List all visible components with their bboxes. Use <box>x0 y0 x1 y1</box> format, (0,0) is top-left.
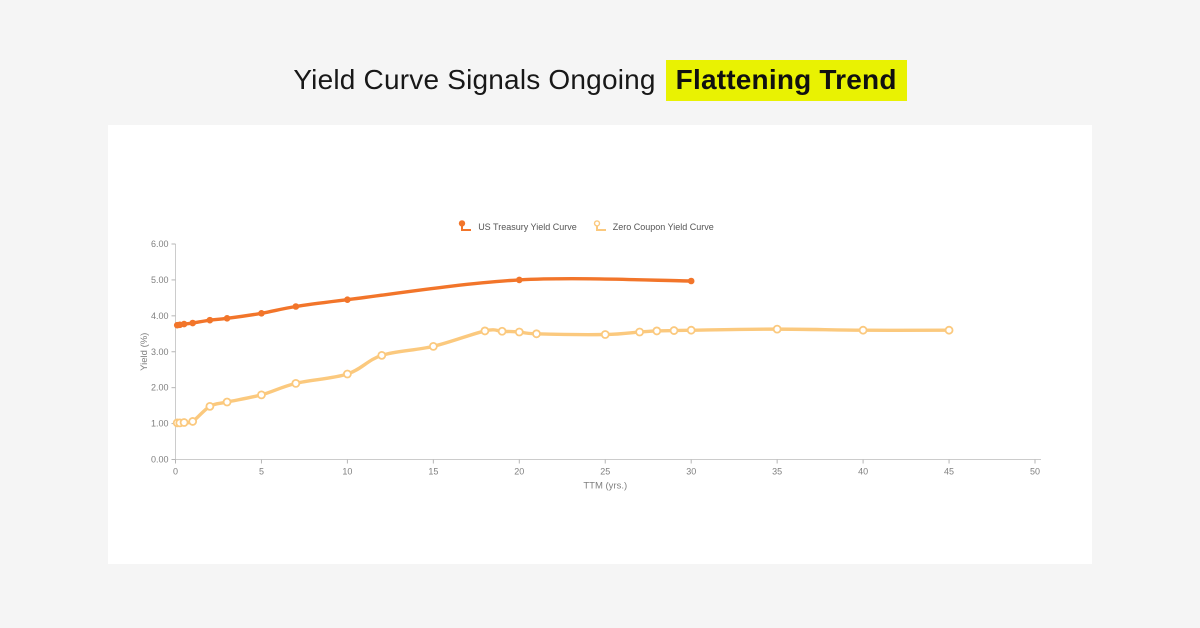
data-point-marker <box>188 417 198 426</box>
data-point-marker <box>344 296 351 303</box>
x-tick-label: 45 <box>944 467 954 477</box>
x-tick-label: 30 <box>686 467 696 477</box>
x-tick-label: 5 <box>259 467 264 477</box>
data-point-marker <box>480 326 490 336</box>
axes: 0.00 1.00 2.00 3.00 4.00 5.00 6.00 0 5 10 15 20 25 30… <box>139 239 1041 492</box>
data-point-marker <box>258 310 265 317</box>
page-title: Yield Curve Signals Ongoing Flattening T… <box>0 58 1200 102</box>
x-tick-label: 40 <box>858 467 868 477</box>
data-point-marker <box>686 325 696 335</box>
data-point-marker <box>257 390 266 400</box>
data-point-marker <box>292 303 300 310</box>
data-point-marker <box>600 330 610 339</box>
data-point-marker <box>687 277 695 285</box>
series-us-treasury-yield-curve <box>173 276 695 329</box>
page-title-text: Yield Curve Signals Ongoing <box>293 64 664 95</box>
series-zero-coupon-yield-curve <box>172 324 954 428</box>
y-tick-label: 5.00 <box>151 275 169 285</box>
legend-item-zero-coupon[interactable]: Zero Coupon Yield Curve <box>593 220 714 233</box>
line-marker-icon <box>593 220 606 231</box>
x-tick-label: 10 <box>342 467 352 477</box>
x-tick-label: 25 <box>600 467 610 477</box>
series-line <box>175 277 693 327</box>
line-marker-icon <box>458 220 472 231</box>
legend-label: Zero Coupon Yield Curve <box>612 221 714 232</box>
data-point-marker <box>342 369 352 379</box>
y-tick-label: 6.00 <box>151 239 169 249</box>
data-point-marker <box>516 276 523 284</box>
data-point-marker <box>291 378 301 388</box>
data-point-marker <box>179 418 189 427</box>
data-point-marker <box>428 341 438 351</box>
y-axis-label: Yield (%) <box>139 333 150 371</box>
data-point-marker <box>944 325 954 335</box>
data-point-marker <box>772 324 782 334</box>
y-tick-label: 0.00 <box>151 455 169 465</box>
data-point-marker <box>205 401 215 411</box>
x-tick-label: 50 <box>1030 467 1040 477</box>
data-point-marker <box>497 326 507 336</box>
x-tick-label: 20 <box>514 467 524 477</box>
data-point-marker <box>635 327 645 337</box>
data-point-marker <box>669 326 679 335</box>
yield-curve-chart: 0.00 1.00 2.00 3.00 4.00 5.00 6.00 0 5 10 15 20 25 30… <box>139 239 1041 492</box>
data-point-marker <box>858 325 868 335</box>
legend-label: US Treasury Yield Curve <box>478 221 577 232</box>
page-title-highlight: Flattening Trend <box>665 60 907 101</box>
chart-card: 0.00 1.00 2.00 3.00 4.00 5.00 6.00 0 5 10 15 20 25 30… <box>108 125 1092 564</box>
legend-item-us-treasury[interactable]: US Treasury Yield Curve <box>458 220 577 233</box>
x-axis-label: TTM (yrs.) <box>583 481 627 492</box>
x-tick-label: 0 <box>173 467 178 477</box>
data-point-marker <box>222 397 232 407</box>
data-point-marker <box>532 329 541 339</box>
data-point-marker <box>223 315 231 322</box>
chart-legend: US Treasury Yield Curve Zero Coupon Yiel… <box>94 220 1078 233</box>
y-tick-label: 3.00 <box>151 347 169 357</box>
y-tick-label: 1.00 <box>151 419 169 429</box>
x-tick-label: 35 <box>772 467 782 477</box>
data-point-marker <box>652 326 662 336</box>
y-tick-label: 4.00 <box>151 311 169 321</box>
series-line <box>175 327 951 425</box>
data-point-marker <box>377 350 387 360</box>
data-point-marker <box>206 316 214 324</box>
x-tick-label: 15 <box>428 467 438 477</box>
data-point-marker <box>180 320 188 328</box>
data-point-marker <box>514 327 524 337</box>
y-tick-label: 2.00 <box>151 383 169 393</box>
data-point-marker <box>189 319 196 327</box>
